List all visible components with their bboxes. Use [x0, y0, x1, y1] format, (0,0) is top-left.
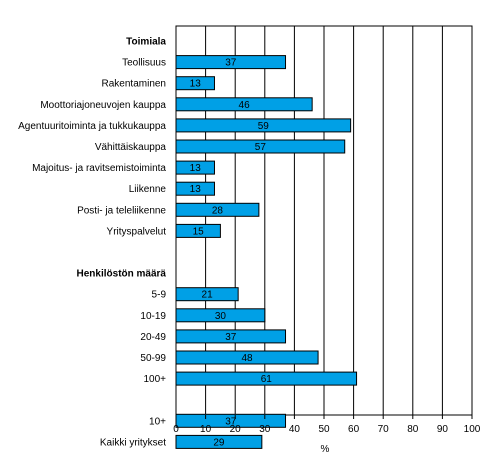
bar: [175, 350, 319, 365]
x-tick-label: 70: [378, 424, 390, 435]
category-label: Kaikki yritykset: [100, 437, 166, 448]
category-label: Vähittäiskauppa: [95, 142, 167, 153]
x-axis-label: %: [321, 444, 330, 455]
category-label: Liikenne: [129, 184, 167, 195]
bar-value-label: 48: [241, 353, 253, 364]
bar: [175, 308, 266, 323]
bar-value-label: 15: [193, 226, 205, 237]
bar: [175, 202, 260, 217]
category-label: Yrityspalvelut: [107, 226, 167, 237]
bar-value-label: 37: [225, 332, 237, 343]
bar: [175, 118, 352, 133]
category-label: 10-19: [140, 311, 166, 322]
category-label: Moottoriajoneuvojen kauppa: [40, 100, 166, 111]
bar: [175, 55, 287, 70]
x-axis: 0 10 20 30 40 50 60 70 80 90 100: [173, 415, 481, 435]
bar-value-label: 30: [215, 311, 227, 322]
x-tick-label: 30: [259, 424, 271, 435]
bar: [175, 329, 287, 344]
bar-value-label: 21: [202, 290, 214, 301]
bar: [175, 413, 287, 428]
bar-value-label: 37: [225, 58, 237, 69]
category-label: Teollisuus: [122, 58, 166, 69]
category-label: Rakentaminen: [102, 79, 166, 90]
group-heading: Toimiala: [126, 37, 166, 48]
bar: [175, 223, 221, 238]
bar: [175, 371, 358, 386]
bar: [175, 76, 215, 91]
group-heading: Henkilöstön määrä: [77, 269, 167, 280]
bar-value-label: 13: [190, 184, 202, 195]
bar-value-label: 13: [190, 163, 202, 174]
bar: [175, 434, 263, 449]
bar-value-label: 29: [213, 437, 225, 448]
bar: [175, 160, 215, 175]
bar-value-label: 37: [225, 416, 237, 427]
bar-value-label: 46: [239, 100, 251, 111]
x-tick-label: 20: [230, 424, 242, 435]
bar-value-label: 59: [258, 121, 270, 132]
category-label: Agentuuritoiminta ja tukkukauppa: [18, 121, 166, 132]
category-label: 10+: [149, 416, 166, 427]
bar-value-label: 28: [212, 205, 224, 216]
category-label: 20-49: [140, 332, 166, 343]
x-tick-label: 50: [318, 424, 330, 435]
bar: [175, 139, 346, 154]
x-tick-label: 10: [200, 424, 212, 435]
bar: [175, 97, 313, 112]
x-tick-label: 60: [348, 424, 360, 435]
category-labels: Toimiala Teollisuus Rakentaminen Moottoriaj…: [18, 37, 166, 449]
bar-value-label: 57: [255, 142, 267, 153]
category-label: Majoitus- ja ravitsemistoiminta: [32, 163, 166, 174]
x-tick-label: 80: [407, 424, 419, 435]
category-label: 5-9: [152, 290, 167, 301]
category-label: 100+: [143, 374, 166, 385]
category-label: 50-99: [140, 353, 166, 364]
category-label: Posti- ja teleliikenne: [77, 205, 166, 216]
x-tick-label: 0: [173, 424, 179, 435]
x-tick-label: 90: [437, 424, 449, 435]
bar: [175, 287, 239, 302]
bar-value-label: 61: [261, 374, 273, 385]
bar-value-label: 13: [190, 79, 202, 90]
x-tick-label: 100: [464, 424, 481, 435]
x-tick-label: 40: [289, 424, 301, 435]
bar: [175, 181, 215, 196]
